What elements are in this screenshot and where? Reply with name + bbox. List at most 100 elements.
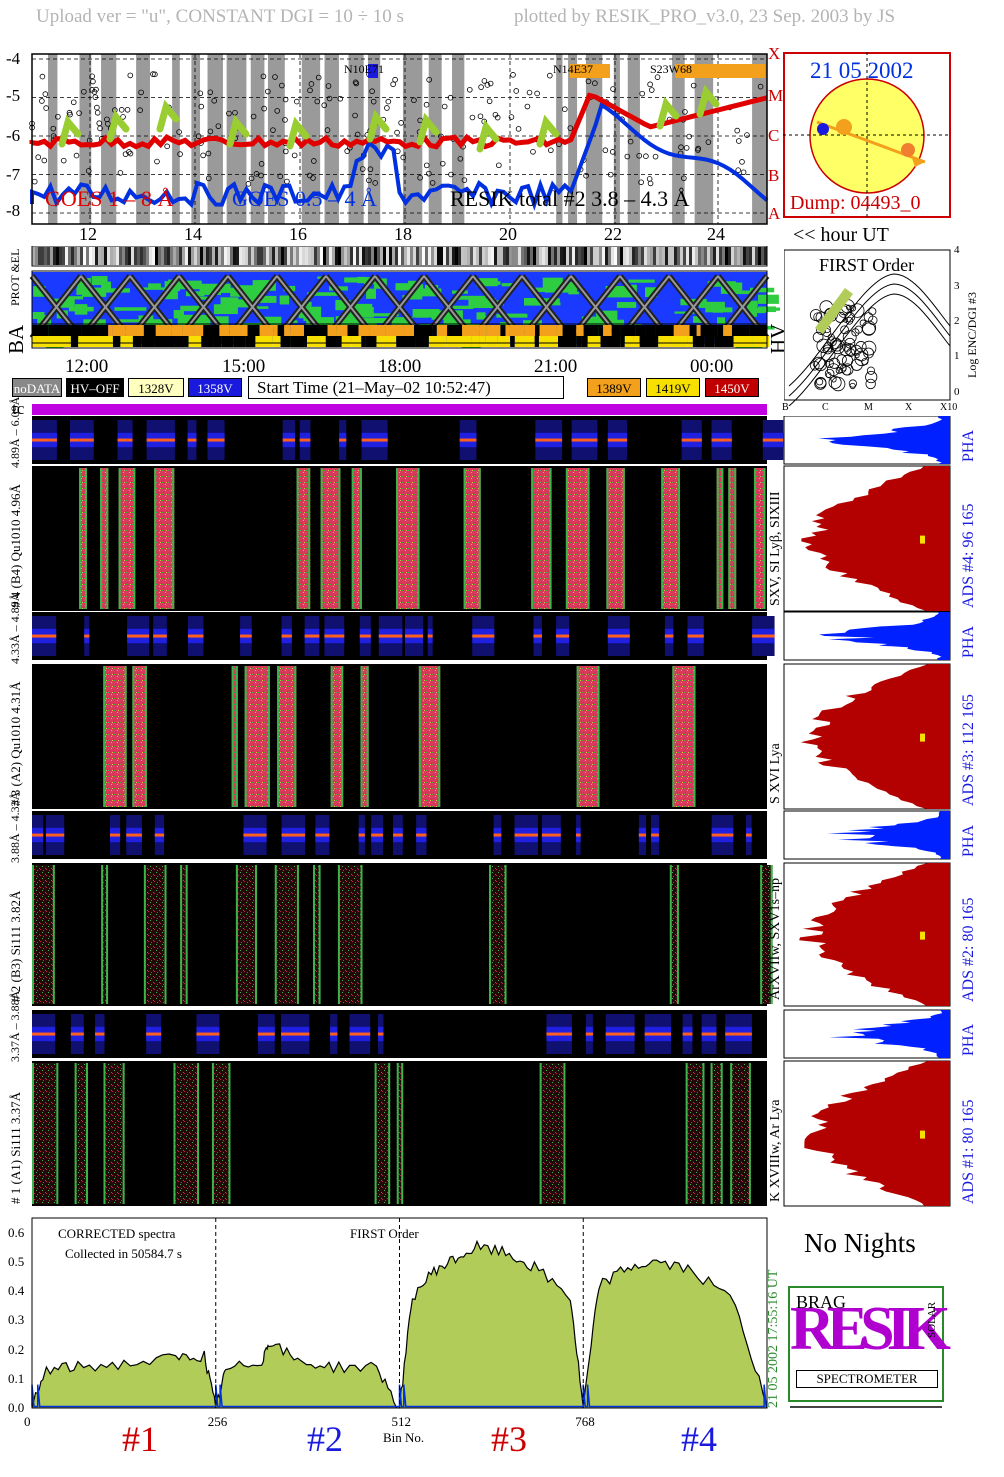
ads-label-1: ADS #3: 112 165: [960, 694, 977, 806]
header-left: Upload ver = "u", CONSTANT DGI = 10 ÷ 10…: [36, 6, 404, 27]
flare-label-1: N10E71: [344, 62, 384, 76]
legend-hvoff: HV–OFF: [66, 378, 124, 397]
logo-spectrometer: SPECTROMETER: [796, 1370, 938, 1388]
sun-marker-1: [817, 123, 829, 135]
flare-marker-1: [368, 64, 378, 78]
sun-dump: Dump: 04493_0: [790, 192, 921, 214]
spectrogram-area: [32, 416, 951, 1207]
legend-1450v: 1450V: [705, 378, 759, 397]
status-time-tick-2: 18:00: [378, 356, 422, 377]
side-label-0: SXV, SI Lyβ, SIXIII: [768, 491, 783, 606]
legend-1358v: 1358V: [188, 378, 242, 397]
logo-footnote-line: [790, 1406, 942, 1408]
channel-label-1: #1: [122, 1419, 158, 1459]
goes-panel: [29, 53, 769, 225]
tc-label: tc: [12, 399, 25, 418]
fo-xtick-x: X: [905, 402, 913, 413]
pha-label-0: 4.89Å – 6.09Å: [8, 396, 22, 468]
tc-bar: [32, 404, 767, 415]
channel-main-label-3: # 1 (A1) Si111 3.37Å: [8, 1091, 23, 1204]
channel-label-3: #3: [491, 1419, 527, 1459]
start-time: Start Time (21–May–02 10:52:47): [248, 376, 564, 399]
status-time-tick-0: 12:00: [65, 356, 109, 377]
goes-ytick-4: -8: [6, 201, 21, 220]
fo-ytick-3: 3: [954, 280, 960, 292]
side-label-2: ArXVIIw, SXV1s–np: [768, 878, 783, 1000]
spec-note-1: CORRECTED spectra: [58, 1226, 176, 1241]
goes-class-x: X: [768, 44, 781, 63]
fo-xtick-m: M: [864, 402, 873, 413]
goes-ytick-3: -7: [6, 165, 21, 184]
logo-letters: RESIK: [790, 1295, 951, 1363]
flare-marker-3: [675, 64, 765, 78]
spec-xtick-0: 0: [24, 1414, 31, 1429]
channel-main-label-1: # 3 (A2) Qu1010 4.31Å: [8, 681, 23, 806]
goes-xtick-14: 14: [184, 224, 202, 244]
goes-class-b: B: [768, 166, 780, 185]
first-order-panel: [784, 249, 951, 406]
sun-marker-2: [836, 119, 852, 135]
goes-ytick-0: -4: [6, 49, 21, 68]
goes-xtick-18: 18: [394, 224, 412, 244]
hour-ut-label: << hour UT: [793, 224, 889, 246]
spec-xtick-1: 256: [207, 1414, 228, 1429]
goes-ytick-1: -5: [6, 86, 21, 105]
spec-xtick-3: 768: [575, 1414, 595, 1429]
spec-xtick-2: 512: [391, 1414, 412, 1429]
sun-marker-3: [901, 143, 915, 157]
legend-resik: RESIK total #2 3.8 – 4.3 Å: [450, 186, 690, 211]
spec-ytick-6: 0.0: [8, 1400, 25, 1415]
channel-main-label-0: # 4 (B4) Qu1010 4.96Å: [8, 484, 23, 608]
spec-xlabel: Bin No.: [383, 1430, 425, 1445]
ads-label-3: ADS #1: 80 165: [960, 1099, 977, 1204]
status-time-tick-4: 00:00: [690, 356, 734, 377]
fo-xtick-c: C: [822, 402, 829, 413]
ads-label-2: ADS #2: 80 165: [960, 897, 977, 1002]
sun-panel: [783, 52, 951, 218]
channel-main-label-2: # 2 (B3) Si111 3.82Å: [8, 890, 23, 1002]
goes-class-c: C: [768, 126, 780, 145]
goes-class-a: A: [768, 204, 781, 223]
fo-ytick-1: 1: [954, 350, 960, 362]
spec-note-3: FIRST Order: [350, 1226, 419, 1241]
legend-1419v: 1419V: [646, 378, 700, 397]
ads-label-0: ADS #4: 96 165: [960, 503, 977, 608]
spec-ytick-2: 0.4: [8, 1283, 25, 1299]
pha-tag-2: PHA: [960, 824, 977, 857]
legend-goes-long: GOES 1 – 8 Å: [45, 186, 174, 211]
spectrum-panel: [31, 1217, 768, 1409]
goes-class-m: M: [768, 86, 784, 105]
pha-tag-1: PHA: [960, 625, 977, 658]
pha-label-3: 3.37Å – 3.88Å: [8, 990, 22, 1062]
flare-marker-2: [570, 64, 610, 78]
legend-goes-short: GOES 0.5 – 4 Å: [232, 186, 377, 211]
spec-ytick-3: 0.3: [8, 1312, 25, 1328]
fo-ytick-0: 0: [954, 386, 960, 398]
spec-note-2: Collected in 50584.7 s: [65, 1246, 182, 1261]
fo-xtick-x10: X10: [940, 402, 958, 413]
fo-ytick-4: 4: [954, 244, 960, 256]
goes-xtick-20: 20: [499, 224, 517, 244]
ba-label: BA: [4, 324, 28, 354]
pha-label-2: 3.88Å – 4.33Å: [8, 791, 22, 863]
goes-ytick-2: -6: [6, 126, 21, 145]
status-time-tick-3: 21:00: [534, 356, 578, 377]
goes-xtick-24: 24: [707, 224, 725, 244]
logo-small-solar: SOLAR: [926, 1301, 938, 1338]
fo-xtick-b: B: [782, 402, 789, 413]
flare-label-3: S23W68: [650, 62, 692, 76]
fo-ytick-2: 2: [954, 315, 960, 327]
prot-el-label: PROT &EL: [8, 248, 22, 306]
pha-tag-0: PHA: [960, 429, 977, 462]
status-time-tick-1: 15:00: [222, 356, 266, 377]
goes-xtick-16: 16: [289, 224, 307, 244]
pha-label-1: 4.33Å – 4.89Å: [8, 592, 22, 664]
status-panel: [29, 246, 780, 349]
first-order-ylabel: Log ENC/DGI #3: [965, 292, 979, 378]
legend-1328v: 1328V: [128, 378, 184, 397]
channel-label-2: #2: [307, 1419, 343, 1459]
spec-ytick-5: 0.1: [8, 1370, 25, 1386]
spec-ytick-4: 0.2: [8, 1341, 25, 1357]
goes-xtick-22: 22: [604, 224, 622, 244]
goes-xtick-12: 12: [79, 224, 97, 244]
